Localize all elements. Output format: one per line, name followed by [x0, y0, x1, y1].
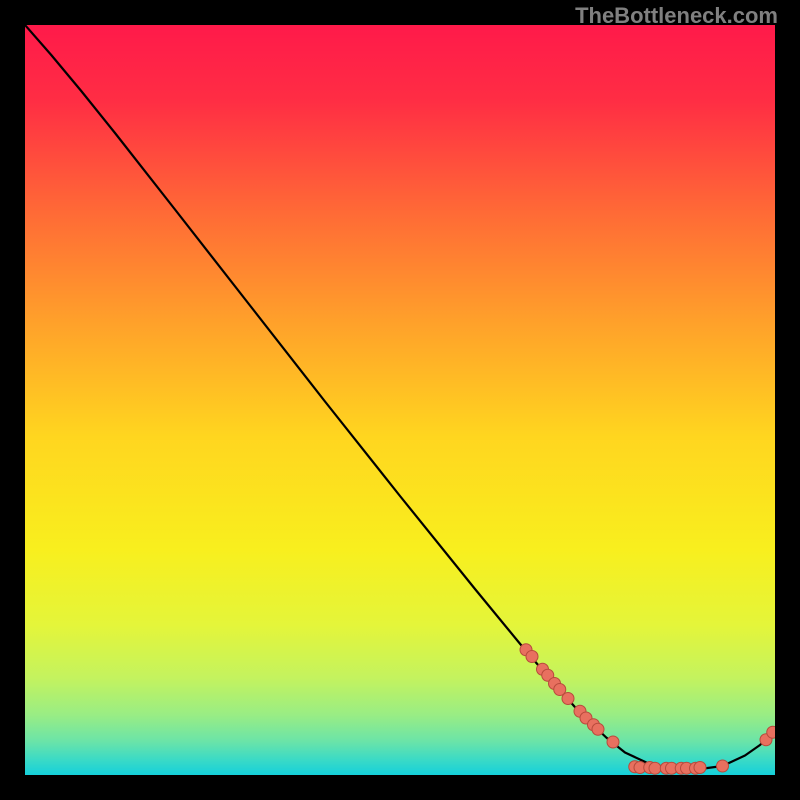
data-marker	[562, 693, 574, 705]
data-marker	[526, 651, 538, 663]
data-marker	[607, 736, 619, 748]
chart-container	[25, 25, 775, 775]
data-marker	[649, 762, 661, 774]
chart-svg	[25, 25, 775, 775]
data-marker	[717, 760, 729, 772]
data-marker	[767, 726, 775, 738]
watermark-label: TheBottleneck.com	[575, 3, 778, 29]
data-marker	[592, 723, 604, 735]
chart-background	[25, 25, 775, 775]
data-marker	[694, 762, 706, 774]
